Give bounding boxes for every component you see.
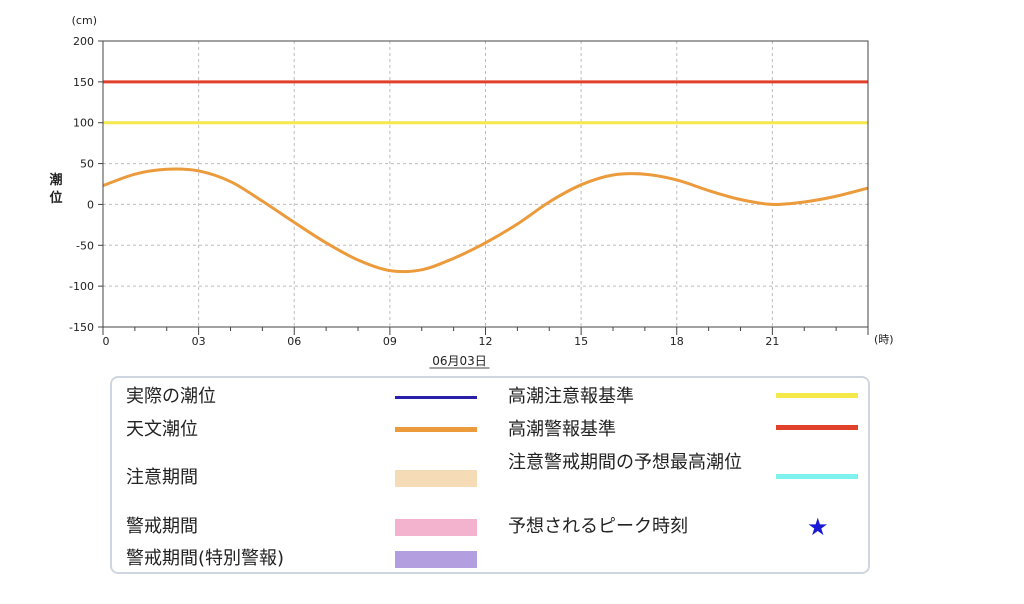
y-tick-label: 100 [73, 117, 94, 130]
legend-swatch-special-warning-period [395, 551, 477, 568]
legend-label-special-warning-period: 警戒期間(特別警報) [126, 548, 285, 569]
legend: 実際の潮位 天文潮位 注意期間 警戒期間 警戒期間(特別警報) 高潮注意報基準 … [110, 376, 870, 574]
series-line-astronomical-tide [102, 167, 869, 274]
x-tick-label: 18 [670, 335, 684, 348]
y-tick-label: 200 [73, 35, 94, 48]
legend-swatch-warning-period [395, 519, 477, 536]
legend-label-storm-surge-advisory-level: 高潮注意報基準 [508, 386, 634, 407]
legend-swatch-storm-surge-advisory-level [776, 393, 858, 398]
y-tick-label: 50 [80, 158, 94, 171]
y-axis-title-char: 潮 [49, 172, 62, 188]
x-tick-label: 0 [103, 335, 110, 348]
y-tick-label: -50 [76, 239, 94, 252]
star-icon: ★ [807, 513, 829, 541]
y-tick-label: 150 [73, 76, 94, 89]
tide-chart: 200 150 100 50 0 -50 -100 -150 0 03 06 09 12 15 18 21 06… [49, 14, 894, 369]
x-tick-label: 15 [574, 335, 588, 348]
legend-label-expected-peak-time: 予想されるピーク時刻 [508, 516, 688, 537]
legend-label-warning-period: 警戒期間 [126, 516, 198, 537]
y-axis-title-char: 位 [49, 190, 62, 206]
legend-swatch-forecast-max-tide [776, 474, 858, 479]
x-tick-label: 03 [192, 335, 206, 348]
date-label: 06月03日 [432, 354, 487, 368]
x-tick-label: 06 [287, 335, 301, 348]
y-tick-label: 0 [87, 198, 94, 211]
legend-label-actual-tide: 実際の潮位 [126, 386, 216, 407]
x-tick-label: 21 [765, 335, 779, 348]
x-unit-label: (時) [874, 333, 894, 346]
legend-label-storm-surge-warning-level: 高潮警報基準 [508, 419, 616, 440]
x-tick-label: 09 [383, 335, 397, 348]
legend-label-caution-period: 注意期間 [126, 467, 198, 488]
legend-swatch-storm-surge-warning-level [776, 425, 858, 430]
legend-label-astronomical-tide: 天文潮位 [126, 419, 198, 440]
y-tick-label: -100 [69, 280, 94, 293]
legend-swatch-astronomical-tide [395, 427, 477, 432]
y-tick-label: -150 [69, 321, 94, 334]
x-tick-label: 12 [479, 335, 493, 348]
y-unit-label: (cm) [72, 14, 97, 27]
legend-label-forecast-max-tide: 注意警戒期間の予想最高潮位 [508, 452, 742, 473]
legend-swatch-caution-period [395, 470, 477, 487]
legend-swatch-actual-tide [395, 396, 477, 399]
